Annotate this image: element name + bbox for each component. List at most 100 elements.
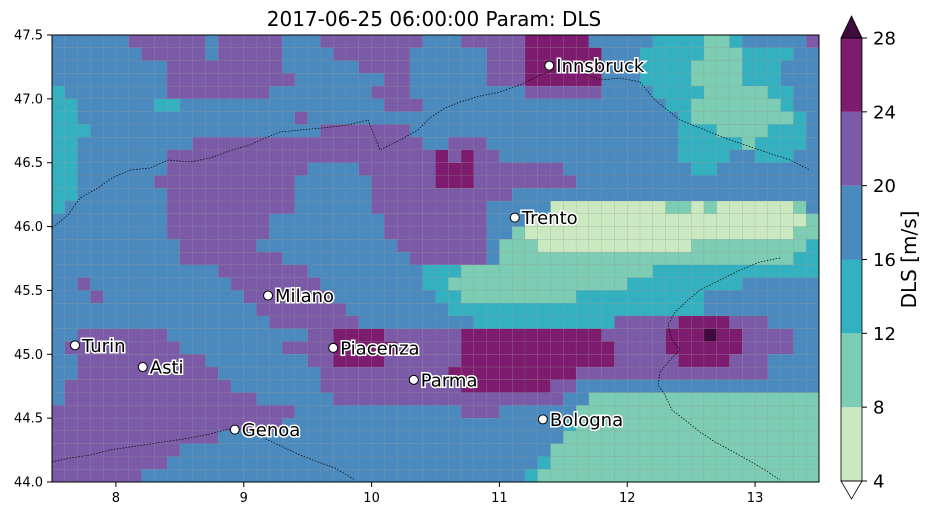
grid-cell (806, 264, 820, 278)
grid-cell (192, 277, 206, 291)
grid-cell (448, 303, 462, 317)
grid-cell (678, 226, 692, 240)
grid-cell (678, 264, 692, 278)
grid-cell (333, 136, 347, 151)
grid-cell (512, 315, 526, 329)
grid-cell (729, 417, 743, 432)
grid-cell (371, 290, 385, 304)
grid-cell (575, 124, 590, 138)
grid-cell (307, 469, 321, 483)
grid-cell (601, 443, 615, 457)
grid-cell (179, 239, 193, 253)
grid-cell (460, 303, 475, 317)
grid-cell (396, 443, 411, 457)
grid-cell (793, 430, 807, 444)
grid-cell (703, 111, 717, 125)
grid-cell (742, 136, 756, 151)
grid-cell (166, 162, 181, 176)
grid-cell (550, 98, 564, 112)
grid-cell (320, 315, 334, 329)
grid-cell (780, 456, 794, 470)
grid-cell (102, 443, 117, 457)
grid-cell (512, 251, 526, 266)
grid-cell (716, 226, 730, 240)
grid-cell (639, 188, 654, 202)
grid-cell (537, 354, 551, 368)
grid-cell (448, 85, 462, 100)
grid-cell (179, 430, 193, 444)
grid-cell (754, 290, 769, 304)
grid-cell (294, 200, 308, 215)
grid-cell (218, 73, 232, 87)
grid-cell (409, 226, 423, 240)
grid-cell (499, 73, 513, 87)
grid-cell (141, 226, 155, 240)
grid-cell (205, 443, 219, 457)
grid-cell (409, 277, 423, 291)
grid-cell (269, 264, 283, 278)
grid-cell (665, 405, 679, 419)
grid-cell (115, 417, 129, 432)
grid-cell (409, 315, 423, 329)
grid-cell (205, 175, 219, 189)
grid-cell (294, 226, 308, 240)
grid-cell (652, 188, 666, 202)
grid-cell (154, 85, 168, 100)
grid-cell (627, 341, 641, 355)
grid-cell (652, 456, 666, 470)
grid-cell (460, 469, 475, 483)
grid-cell (77, 111, 91, 125)
grid-cell (230, 405, 244, 419)
grid-cell (205, 469, 219, 483)
grid-cell (102, 405, 117, 419)
grid-cell (409, 469, 423, 483)
grid-cell (601, 315, 615, 329)
colorbar-segment (841, 185, 862, 260)
grid-cell (448, 162, 462, 176)
grid-cell (422, 149, 436, 163)
grid-cell (767, 341, 781, 355)
grid-cell (460, 111, 475, 125)
grid-cell (499, 430, 513, 444)
grid-cell (307, 34, 321, 48)
grid-cell (742, 456, 756, 470)
grid-cell (627, 328, 641, 342)
grid-cell (64, 149, 78, 163)
grid-cell (793, 200, 807, 215)
grid-cell (281, 392, 296, 406)
grid-cell (422, 315, 436, 329)
grid-cell (652, 315, 666, 329)
grid-cell (652, 47, 666, 61)
grid-cell (102, 34, 117, 48)
city-marker-piacenza (328, 342, 339, 353)
grid-cell (729, 366, 743, 381)
grid-cell (281, 149, 296, 163)
grid-cell (396, 149, 411, 163)
grid-cell (486, 226, 500, 240)
grid-cell (716, 264, 730, 278)
grid-cell (243, 98, 257, 112)
grid-cell (269, 456, 283, 470)
colorbar-extend-over (840, 15, 863, 39)
grid-cell (102, 251, 117, 266)
grid-cell (486, 200, 500, 215)
grid-cell (256, 354, 270, 368)
grid-cell (269, 213, 283, 227)
grid-cell (614, 34, 628, 48)
city-marker-genoa (229, 424, 240, 435)
grid-cell (422, 136, 436, 151)
grid-cell (90, 175, 104, 189)
grid-cell (678, 277, 692, 291)
grid-cell (269, 162, 283, 176)
grid-cell (729, 264, 743, 278)
grid-cell (320, 392, 334, 406)
grid-cell (575, 34, 590, 48)
grid-cell (64, 98, 78, 112)
grid-cell (575, 456, 590, 470)
grid-cell (243, 175, 257, 189)
grid-cell (294, 111, 308, 125)
grid-cell (499, 290, 513, 304)
grid-cell (269, 315, 283, 329)
grid-cell (729, 303, 743, 317)
grid-cell (154, 149, 168, 163)
